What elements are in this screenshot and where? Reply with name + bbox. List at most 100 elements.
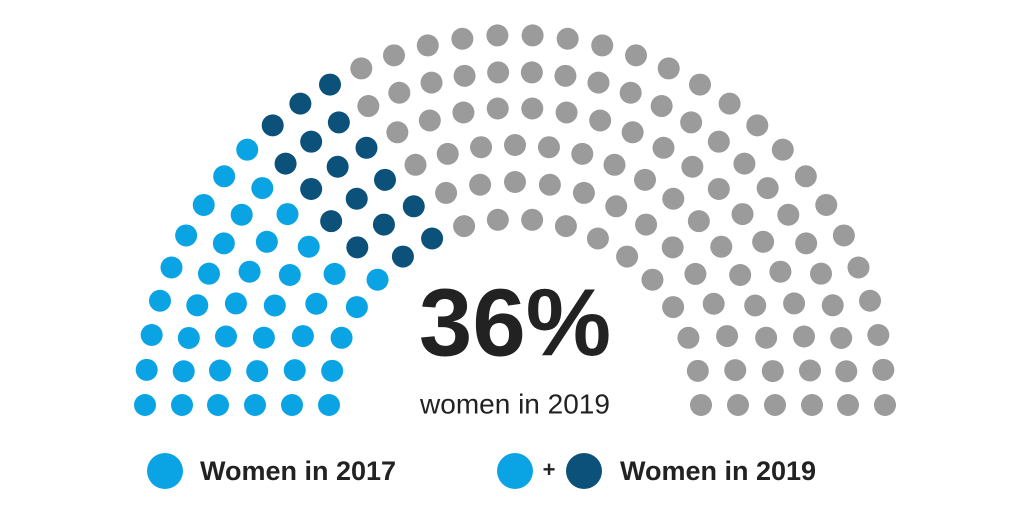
seat: [172, 360, 195, 383]
seat: [320, 210, 343, 233]
seat: [281, 394, 303, 416]
seat: [470, 136, 493, 159]
legend-join: +: [543, 457, 556, 482]
seat: [621, 121, 644, 144]
seat: [244, 394, 266, 416]
seat: [521, 97, 544, 120]
seat: [236, 138, 259, 161]
seat: [859, 289, 882, 312]
seat: [591, 34, 614, 57]
seat: [197, 262, 220, 285]
seat: [729, 264, 752, 286]
seat: [537, 136, 560, 159]
seat: [504, 171, 526, 193]
seat: [327, 111, 350, 134]
seat: [792, 325, 815, 348]
seat: [207, 394, 229, 416]
seat: [391, 245, 414, 268]
seat: [319, 73, 341, 96]
seat: [283, 359, 306, 382]
seat: [486, 97, 509, 120]
seat: [662, 187, 685, 210]
seat: [847, 256, 870, 279]
seat: [160, 256, 183, 279]
seat: [192, 193, 215, 216]
seat: [832, 224, 855, 247]
seat: [215, 325, 238, 348]
seat: [318, 394, 340, 416]
seat: [451, 27, 474, 50]
seat: [769, 260, 792, 283]
seat: [635, 213, 658, 236]
seat: [801, 394, 823, 416]
seat: [520, 61, 543, 84]
seat: [416, 34, 439, 57]
seat: [872, 358, 895, 381]
seat: [815, 193, 838, 216]
seat: [135, 358, 158, 381]
seat: [521, 24, 544, 47]
seat: [707, 130, 730, 153]
seat: [733, 152, 756, 175]
seat: [289, 92, 312, 115]
seat: [418, 109, 441, 132]
seat: [177, 326, 200, 349]
seat: [402, 195, 425, 218]
seat: [436, 142, 459, 165]
seat: [657, 57, 680, 80]
seat: [662, 296, 685, 319]
seat: [346, 236, 369, 259]
seat: [230, 203, 253, 226]
seat: [554, 215, 577, 238]
seat: [554, 64, 577, 87]
seat: [326, 155, 349, 178]
seat: [755, 326, 778, 349]
seat: [744, 294, 767, 317]
seat: [238, 260, 261, 283]
seat: [357, 95, 380, 118]
seat: [452, 101, 475, 124]
seat: [783, 292, 806, 315]
seat: [171, 394, 193, 416]
seat: [246, 360, 269, 383]
seat: [300, 177, 323, 200]
seat: [212, 232, 235, 255]
seat: [345, 296, 368, 319]
seat: [571, 142, 594, 165]
seat: [661, 236, 684, 259]
seat: [587, 71, 610, 94]
seat: [274, 152, 297, 175]
seat: [716, 325, 739, 348]
seat: [366, 268, 389, 291]
seat: [374, 168, 396, 191]
seat: [874, 394, 896, 416]
seat: [148, 289, 171, 312]
seat: [746, 114, 769, 137]
seat: [186, 294, 209, 317]
seat: [469, 173, 492, 196]
seat: [752, 230, 775, 253]
legend-swatch: [566, 453, 602, 489]
seat: [291, 325, 314, 348]
seat: [323, 262, 346, 285]
seat: [641, 268, 664, 291]
seat: [372, 213, 395, 236]
seat: [421, 227, 444, 250]
seat: [300, 130, 323, 153]
seat: [586, 227, 609, 250]
seat: [321, 359, 344, 382]
seat: [589, 109, 612, 132]
seat: [555, 101, 578, 124]
seat: [213, 165, 236, 188]
legend-label: Women in 2019: [620, 456, 816, 486]
seat: [821, 294, 844, 317]
seat: [386, 121, 409, 144]
seat: [603, 153, 626, 176]
seat: [830, 326, 853, 349]
seat: [556, 27, 579, 50]
seat: [794, 165, 817, 188]
seat: [388, 81, 411, 104]
seat: [453, 215, 476, 238]
seat: [810, 262, 833, 285]
seat: [771, 138, 794, 161]
